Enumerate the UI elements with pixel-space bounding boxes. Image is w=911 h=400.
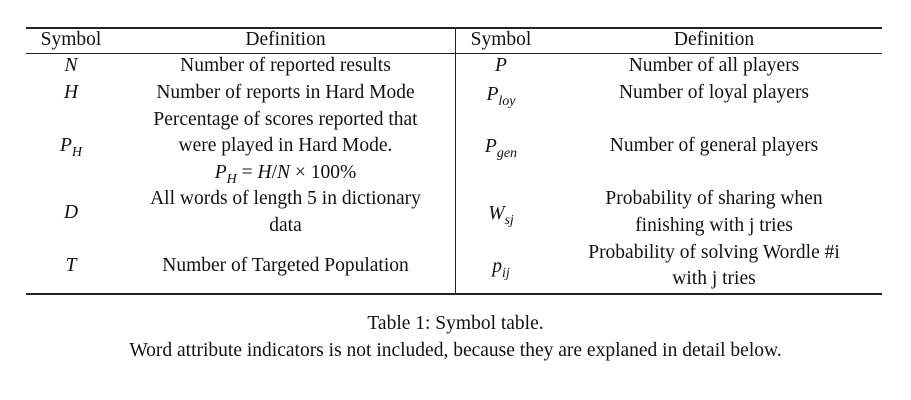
definition-cell: Number of reports in Hard Mode	[156, 82, 415, 103]
definition-cell: finishing with j tries	[635, 215, 793, 236]
symbol-main: N	[64, 55, 78, 76]
symbol-subscript: H	[71, 145, 83, 160]
definition-cell: Probability of sharing when	[605, 188, 823, 209]
definition-cell: Number of all players	[628, 55, 800, 76]
symbol-cell: N	[26, 53, 116, 80]
symbol-cell: Pgen	[456, 134, 546, 161]
definition-cell: with j tries	[672, 268, 756, 289]
symbol-main: P	[59, 135, 72, 156]
definition-cell: Percentage of scores reported that	[153, 109, 418, 130]
symbol-subscript: sj	[504, 213, 514, 228]
definition-cell: Number of loyal players	[618, 82, 810, 103]
table-header-rule	[26, 53, 882, 54]
header-symbol-left: Symbol	[40, 29, 102, 50]
definition-formula: PH = H/N × 100%	[214, 162, 357, 187]
definition-cell: were played in Hard Mode.	[178, 135, 393, 156]
symbol-cell: Wsj	[456, 201, 546, 228]
definition-cell: Number of Targeted Population	[162, 255, 409, 276]
table-bottom-rule	[26, 293, 882, 295]
symbol-main: D	[63, 202, 79, 223]
definition-cell: Probability of solving Wordle #i	[588, 242, 840, 263]
symbol-cell: H	[26, 80, 116, 107]
symbol-cell: Ploy	[456, 82, 546, 109]
symbol-main: P	[484, 136, 497, 157]
header-symbol-right: Symbol	[470, 29, 532, 50]
symbol-main: W	[488, 203, 505, 224]
symbol-cell: T	[26, 253, 116, 280]
definition-cell: All words of length 5 in dictionary	[150, 188, 421, 209]
symbol-main: p	[492, 256, 502, 277]
symbol-subscript: loy	[498, 94, 516, 109]
table-column-divider	[455, 27, 456, 294]
header-definition-right: Definition	[673, 29, 755, 50]
symbol-cell: PH	[26, 133, 116, 160]
table-top-rule	[26, 27, 882, 29]
symbol-subscript: ij	[501, 266, 510, 281]
symbol-subscript: gen	[496, 146, 518, 161]
symbol-main: H	[63, 82, 79, 103]
table-caption-note: Word attribute indicators is not include…	[129, 340, 782, 361]
symbol-main: P	[486, 84, 499, 105]
symbol-cell: P	[456, 53, 546, 80]
symbol-main: P	[495, 55, 507, 76]
table-caption: Table 1: Symbol table.	[367, 313, 544, 334]
symbol-cell: pij	[456, 254, 546, 281]
symbol-main: T	[65, 255, 77, 276]
symbol-cell: D	[26, 200, 116, 227]
definition-cell: data	[269, 215, 302, 236]
definition-cell: Number of general players	[609, 135, 819, 156]
definition-cell: Number of reported results	[180, 55, 391, 76]
header-definition-left: Definition	[245, 29, 326, 50]
